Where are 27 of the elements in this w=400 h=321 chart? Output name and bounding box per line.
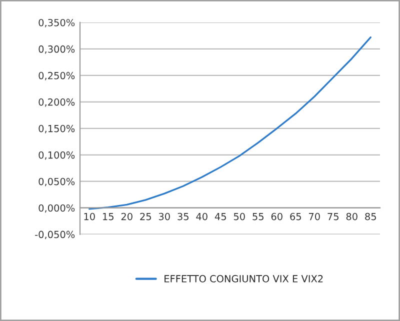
x-tick-label: 10 (84, 212, 95, 220)
x-tick-label: 80 (346, 212, 358, 220)
x-tick-label: 75 (328, 213, 338, 220)
x-tick-label: 70 (308, 212, 320, 220)
y-tick-label: 0,050% (38, 178, 75, 186)
y-tick-label: -0,050% (35, 230, 75, 240)
x-tick-label: 50 (234, 212, 245, 220)
y-tick-label: 0,300% (38, 45, 75, 54)
y-tick-label: 0,100% (38, 151, 75, 160)
x-tick-label: 65 (290, 212, 301, 220)
x-tick-label: 40 (196, 212, 208, 220)
y-tick-label: 0,250% (38, 72, 75, 80)
x-tick-label: 45 (214, 213, 226, 220)
y-tick-label: 0,350% (38, 18, 75, 28)
y-tick-label: 0,150% (38, 124, 75, 134)
y-tick-label: 0,200% (38, 98, 75, 107)
x-tick-label: 60 (271, 212, 282, 220)
line-series (88, 36, 372, 210)
x-tick-label: 20 (121, 212, 132, 220)
legend-label: EFFETTO CONGIUNTO VIX E VIX2 (164, 275, 323, 282)
x-tick-label: 85 (365, 212, 376, 220)
x-tick-label: 35 (178, 212, 188, 220)
x-tick-label: 15 (103, 213, 114, 220)
x-tick-label: 55 (252, 213, 264, 220)
x-tick-label: 30 (158, 212, 170, 220)
x-tick-label: 25 (140, 212, 151, 220)
y-tick-label: 0,000% (38, 204, 75, 213)
